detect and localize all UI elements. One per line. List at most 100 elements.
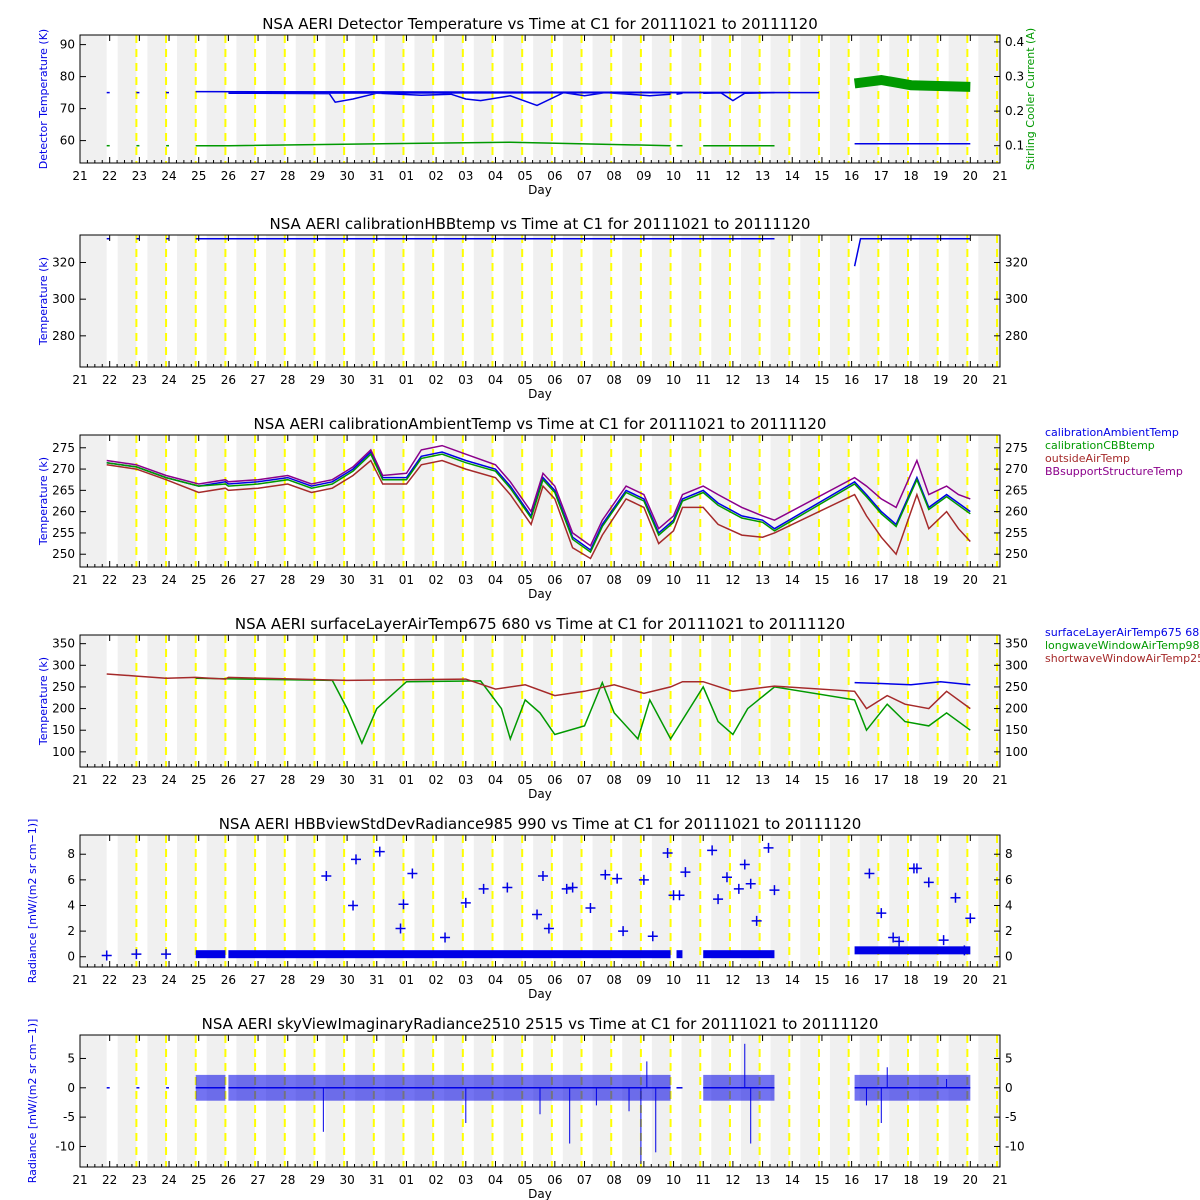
x-tick-label: 17 [874, 773, 889, 787]
x-tick-label: 11 [696, 169, 711, 183]
day-gap [373, 435, 385, 567]
day-gap [700, 35, 712, 163]
scatter-point [131, 949, 142, 960]
day-gap [937, 635, 949, 767]
scatter-point [662, 847, 673, 858]
y-tick-label-right: 6 [1005, 873, 1013, 887]
day-gap [373, 635, 385, 767]
x-tick-label: 21 [992, 169, 1007, 183]
y-tick-label: 200 [52, 702, 75, 716]
day-gap [403, 235, 415, 367]
scatter-point [745, 878, 756, 889]
day-gap [403, 35, 415, 163]
day-gap [462, 635, 474, 767]
noise-band [228, 1074, 671, 1101]
series-baseline [854, 946, 971, 955]
day-gap [344, 235, 356, 367]
y-tick-label: 5 [67, 1051, 75, 1065]
day-gap [611, 635, 623, 767]
day-gap [522, 1035, 534, 1167]
x-tick-label: 25 [191, 169, 206, 183]
day-gap [967, 835, 979, 967]
x-tick-label: 10 [666, 169, 681, 183]
day-gap [403, 435, 415, 567]
x-tick-label: 16 [844, 573, 859, 587]
x-tick-label: 14 [785, 573, 800, 587]
x-tick-label: 29 [310, 373, 325, 387]
day-gap [907, 835, 919, 967]
y-tick-label-right: -5 [1005, 1110, 1017, 1124]
noise-band [854, 1074, 971, 1101]
x-tick-label: 05 [518, 169, 533, 183]
scatter-point [348, 900, 359, 911]
x-axis-label: Day [528, 1187, 552, 1200]
day-gap [729, 235, 741, 367]
x-tick-label: 03 [458, 169, 473, 183]
scatter-point [101, 950, 112, 961]
x-tick-label: 19 [933, 973, 948, 987]
x-tick-label: 23 [132, 973, 147, 987]
day-gap [373, 1035, 385, 1167]
series-line-1 [853, 237, 971, 267]
scatter-point [938, 935, 949, 946]
y-tick-label: 4 [67, 898, 75, 912]
y-tick-label: -10 [55, 1139, 75, 1153]
x-tick-label: 14 [785, 373, 800, 387]
day-gap [136, 635, 148, 767]
scatter-point [567, 882, 578, 893]
x-tick-label: 12 [725, 1173, 740, 1187]
x-tick-label: 14 [785, 169, 800, 183]
y-tick-label-right: 200 [1005, 702, 1028, 716]
x-tick-label: 29 [310, 169, 325, 183]
day-gap [640, 35, 652, 163]
x-tick-label: 10 [666, 373, 681, 387]
x-tick-label: 07 [577, 573, 592, 587]
day-gap [492, 235, 504, 367]
day-gap [136, 1035, 148, 1167]
x-tick-label: 04 [488, 169, 503, 183]
legend-entry: shortwaveWindowAirTemp2510 2515 [1045, 652, 1200, 665]
x-tick-label: 26 [221, 169, 236, 183]
scatter-point [751, 915, 762, 926]
day-gap [581, 1035, 593, 1167]
day-gap [433, 1035, 445, 1167]
y-axis-label: Detector Temperature (K) [37, 29, 50, 169]
x-tick-label: 21 [992, 973, 1007, 987]
scatter-point [395, 923, 406, 934]
day-gap [255, 35, 267, 163]
scatter-point [460, 897, 471, 908]
x-tick-label: 03 [458, 373, 473, 387]
day-gap [522, 235, 534, 367]
day-gap [551, 35, 563, 163]
x-tick-label: 03 [458, 1173, 473, 1187]
x-tick-label: 28 [280, 1173, 295, 1187]
day-gap [729, 635, 741, 767]
x-tick-label: 31 [369, 1173, 384, 1187]
x-tick-label: 19 [933, 373, 948, 387]
day-gap [670, 635, 682, 767]
x-tick-label: 13 [755, 973, 770, 987]
day-gap [433, 435, 445, 567]
x-tick-label: 12 [725, 973, 740, 987]
x-tick-label: 13 [755, 373, 770, 387]
scatter-point [876, 908, 887, 919]
day-gap [462, 435, 474, 567]
x-tick-label: 19 [933, 1173, 948, 1187]
day-gap [878, 235, 890, 367]
y-tick-label-right: 100 [1005, 745, 1028, 759]
y-tick-label-right: 250 [1005, 547, 1028, 561]
x-tick-label: 29 [310, 773, 325, 787]
x-tick-label: 06 [547, 169, 562, 183]
y-tick-label-right: 2 [1005, 924, 1013, 938]
y-tick-label: 70 [60, 102, 75, 116]
x-tick-label: 21 [992, 1173, 1007, 1187]
x-tick-label: 23 [132, 773, 147, 787]
y-tick-label: 350 [52, 637, 75, 651]
y-tick-label-right: 8 [1005, 847, 1013, 861]
x-tick-label: 29 [310, 1173, 325, 1187]
x-tick-label: 20 [963, 573, 978, 587]
day-gap [551, 235, 563, 367]
scatter-point [911, 863, 922, 874]
day-gap [462, 235, 474, 367]
day-gap [314, 35, 326, 163]
